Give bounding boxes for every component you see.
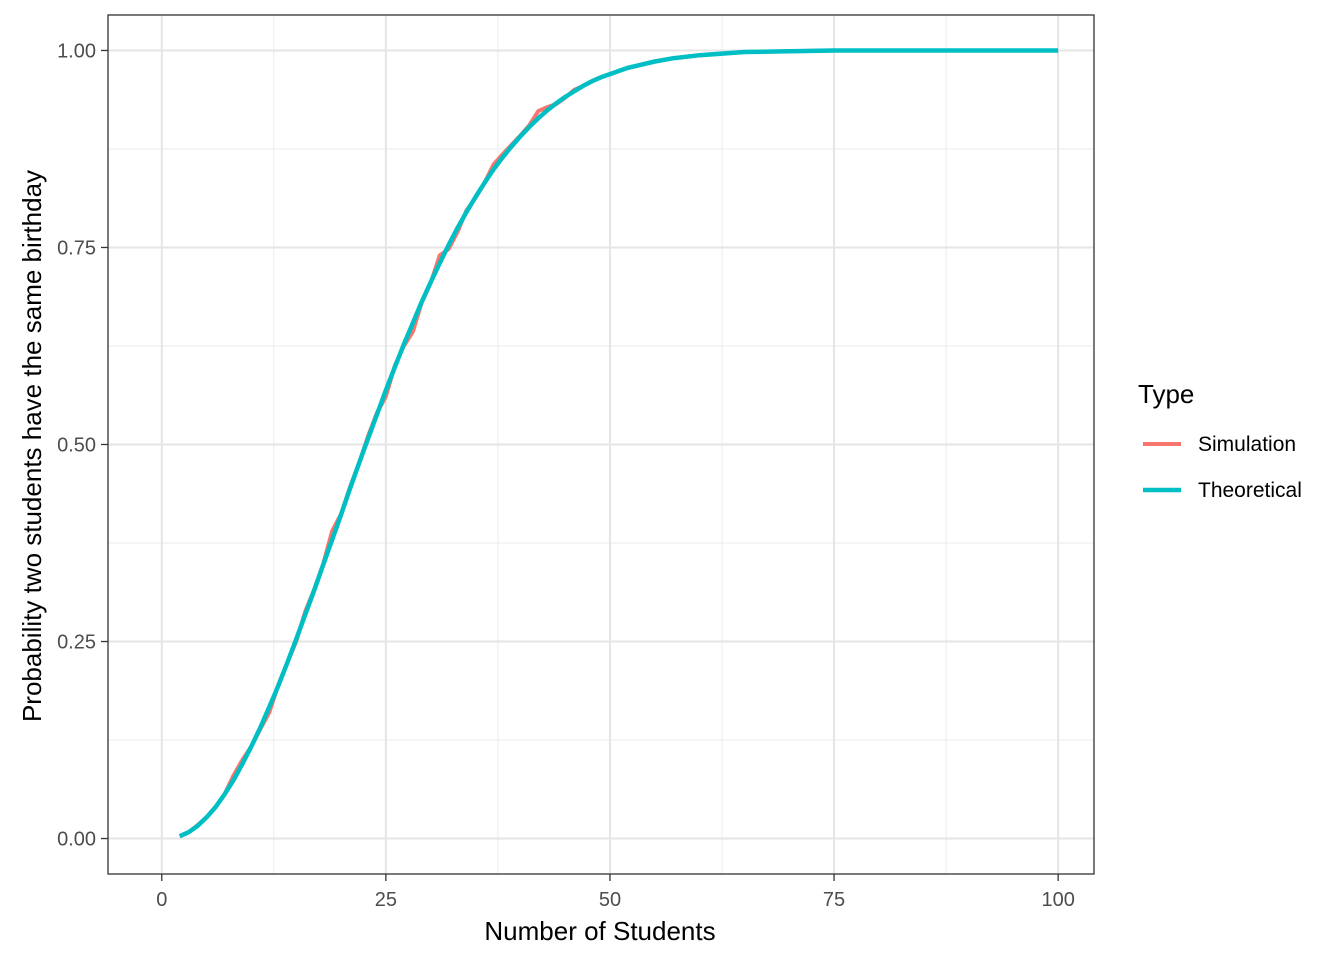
x-tick-label: 100 (1041, 889, 1074, 911)
legend-label-simulation: Simulation (1198, 433, 1296, 456)
y-tick-label: 0.00 (57, 829, 96, 851)
x-axis: 0 25 50 75 100 (156, 874, 1075, 911)
y-axis-label: Probability two students have the same b… (17, 170, 47, 722)
x-tick-label: 25 (375, 889, 397, 911)
legend: Type Simulation Theoretical (1138, 379, 1302, 502)
y-axis: 0.00 0.25 0.50 0.75 1.00 (57, 40, 108, 851)
grid-major (108, 15, 1094, 874)
y-tick-label: 0.75 (57, 237, 96, 259)
legend-label-theoretical: Theoretical (1198, 479, 1302, 502)
x-tick-label: 0 (156, 889, 167, 911)
y-tick-label: 0.25 (57, 632, 96, 654)
x-tick-label: 75 (823, 889, 845, 911)
x-axis-label: Number of Students (484, 916, 715, 946)
y-tick-label: 0.50 (57, 435, 96, 457)
series-line-theoretical (178, 48, 1059, 839)
series-layer (178, 48, 1059, 839)
x-tick-label: 50 (599, 889, 621, 911)
y-tick-label: 1.00 (57, 40, 96, 62)
legend-title: Type (1138, 379, 1194, 409)
